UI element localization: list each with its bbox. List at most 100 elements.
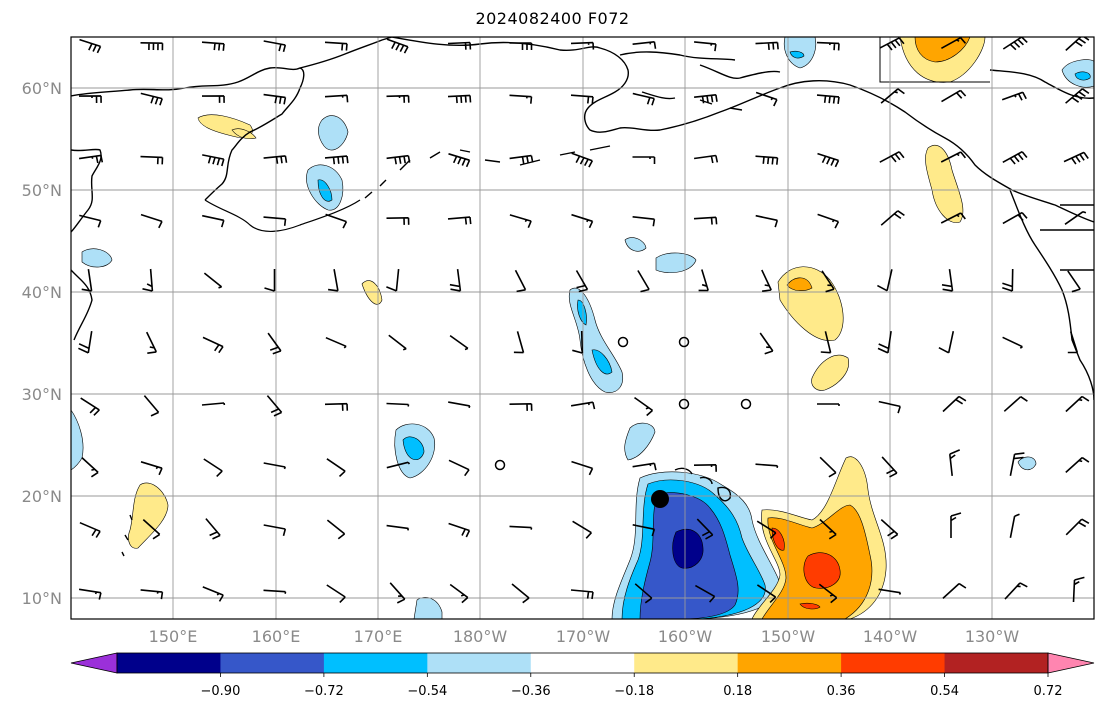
wind-barb (571, 213, 594, 229)
wind-barb (78, 330, 93, 354)
wind-barb (386, 38, 409, 54)
wind-barb (143, 395, 160, 417)
wind-barb (79, 521, 101, 538)
wind-barb (570, 41, 595, 50)
wind-barb (1065, 37, 1090, 51)
wind-barb (202, 336, 224, 354)
wind-barb (1009, 513, 1020, 538)
wind-barb (326, 458, 346, 477)
wind-barb (202, 154, 225, 167)
wind-barb (571, 460, 594, 476)
latitude-labels: 60°N 50°N 40°N 30°N 20°N 10°N (22, 79, 62, 608)
colorbar-swatch (427, 653, 532, 673)
colorbar-swatch (323, 653, 428, 673)
wind-barb (571, 152, 594, 168)
lat-label: 20°N (22, 487, 62, 506)
wind-barb (263, 93, 287, 105)
wind-barb (632, 92, 655, 106)
lon-label: 150°E (149, 627, 198, 646)
wind-barb (1004, 582, 1028, 600)
wind-barb (820, 331, 832, 354)
wind-barbs (78, 37, 1090, 604)
wind-barb (572, 520, 592, 539)
wind-barb (140, 213, 163, 229)
wind-barb (693, 154, 719, 164)
lon-label: 180°W (453, 627, 508, 646)
lon-label: 140°W (863, 627, 918, 646)
wind-barb (324, 402, 349, 411)
wind-barb (1002, 37, 1028, 51)
wind-barb (818, 583, 838, 604)
wind-barb (264, 269, 276, 292)
wind-barb (509, 403, 533, 411)
wind-barb (570, 94, 594, 104)
wind-barb (942, 395, 967, 413)
storm-center-marker (651, 490, 669, 508)
wind-barb (79, 214, 102, 228)
wind-barb (201, 402, 226, 406)
wind-barb (761, 269, 772, 292)
wind-barb (388, 334, 407, 351)
wind-barb (634, 583, 653, 604)
wind-barb (447, 216, 472, 225)
colorbar-extend-min (70, 652, 118, 674)
wind-barb (142, 268, 154, 292)
wind-barb (81, 457, 99, 478)
lat-label: 60°N (22, 79, 62, 98)
wind-barb (511, 583, 530, 604)
wind-barb (78, 588, 102, 600)
wind-barb (941, 37, 967, 50)
wind-barb (1065, 518, 1090, 536)
colorbar-tick-label: 0.72 (1034, 684, 1063, 699)
wind-barb (386, 402, 410, 407)
map-frame (70, 36, 1095, 620)
wind-barb (817, 152, 840, 168)
wind-barb (634, 396, 654, 417)
wind-barb (326, 519, 346, 540)
positive-patch-west-pacific (128, 482, 169, 549)
wind-barb (1002, 150, 1028, 165)
wind-barb (881, 456, 898, 478)
wind-barb (940, 212, 966, 224)
lon-label: 150°W (761, 627, 816, 646)
wind-barb (1065, 456, 1090, 473)
wind-barb (755, 214, 779, 228)
colorbar-tick-label: −0.54 (407, 684, 447, 699)
wind-barb (202, 586, 224, 602)
wind-barb (1003, 396, 1028, 412)
wind-barb (940, 151, 967, 163)
wind-barb (637, 270, 650, 293)
wind-barb (698, 269, 709, 292)
wind-barb (570, 589, 594, 600)
gridlines (71, 37, 1094, 619)
wind-barb (514, 269, 527, 293)
wind-barb (1002, 268, 1014, 292)
colorbar-swatch (737, 653, 842, 673)
wind-barb (142, 519, 161, 540)
colorbar-swatch (841, 653, 946, 673)
wind-barb (632, 156, 656, 164)
wind-barb (693, 464, 717, 472)
wind-barb (756, 520, 777, 539)
plot-title: 2024082400 F072 (475, 9, 630, 28)
colorbar-swatch (220, 653, 325, 673)
colorbar-tick-label: −0.36 (511, 684, 551, 699)
wind-barb (880, 519, 899, 540)
wind-barb (140, 155, 164, 165)
wind-barb (817, 403, 840, 406)
colorbar: −0.90 −0.72 −0.54 −0.36 −0.18 0.18 0.36 0.54 0.7… (70, 652, 1095, 699)
wind-barb (203, 272, 223, 289)
wind-barb (448, 153, 471, 168)
calm-markers (494, 336, 752, 471)
lon-label: 160°W (658, 627, 713, 646)
positive-patch-coast-strip (925, 144, 964, 223)
wind-barb (1001, 91, 1027, 101)
colorbar-tick-label: 0.36 (827, 684, 856, 699)
colorbar-tick-label: −0.72 (304, 684, 344, 699)
lat-label: 40°N (22, 283, 62, 302)
colorbar-frame (116, 652, 1049, 674)
hawaii-negative-core (672, 528, 704, 569)
negative-patch-bering (318, 115, 349, 151)
wind-barb (267, 332, 282, 355)
wind-barb (632, 462, 657, 471)
